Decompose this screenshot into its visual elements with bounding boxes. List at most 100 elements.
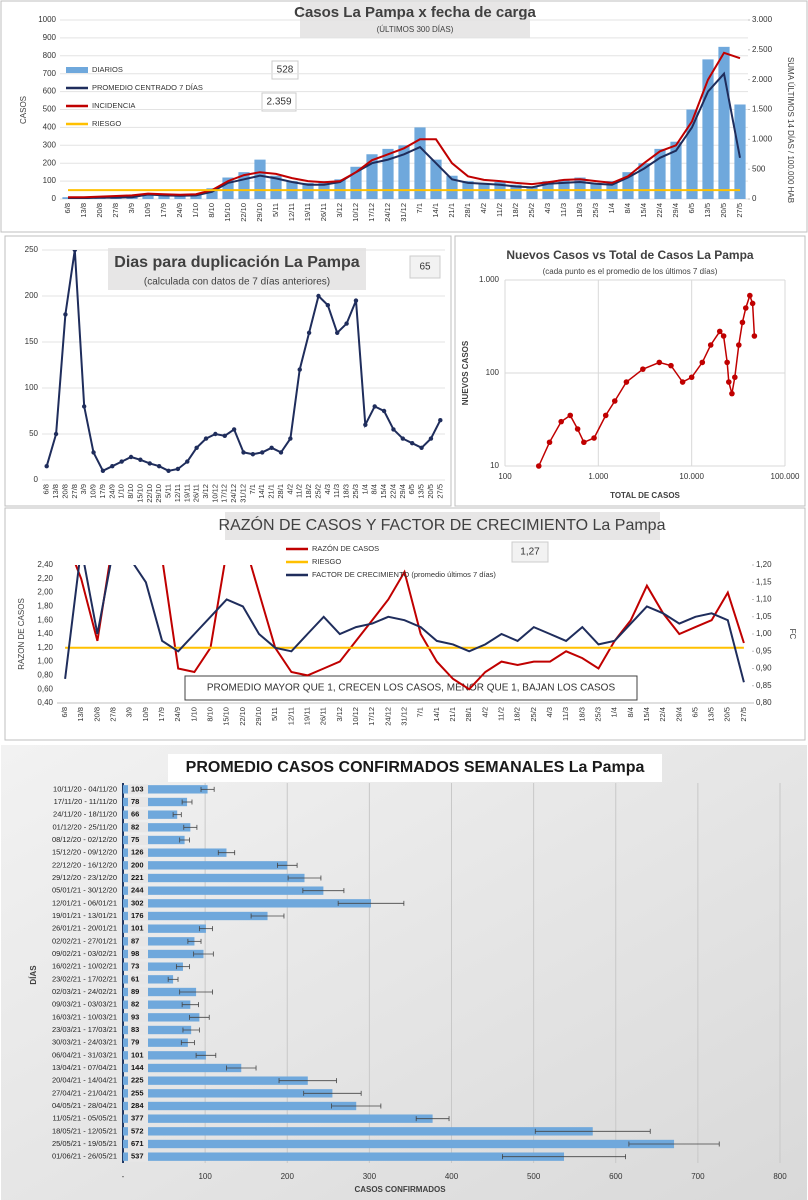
marker <box>428 436 434 441</box>
point <box>581 439 587 446</box>
y-tick-label: 300 <box>43 140 57 149</box>
title-box <box>168 754 662 782</box>
x-tick-label: 14/1 <box>432 707 441 722</box>
chart-subtitle: (ÚLTIMOS 300 DÍAS) <box>377 25 454 34</box>
x-tick-label: 17/9 <box>159 203 168 218</box>
y2-tick-label: 1.000 <box>752 134 773 143</box>
annotation: 528 <box>277 65 294 76</box>
x-tick-label: 10/9 <box>89 484 98 499</box>
value-label: 377 <box>131 1114 144 1123</box>
bar <box>123 810 178 819</box>
x-tick-label: 21/1 <box>267 484 276 499</box>
x-tick-label: 10/9 <box>143 203 152 218</box>
x-tick-label: 8/4 <box>623 203 632 213</box>
x-tick-label: 25/2 <box>529 707 538 722</box>
x-tick-label: 25/2 <box>313 484 322 499</box>
x-tick-label: 5/11 <box>271 203 280 217</box>
x-tick-label: 11/2 <box>496 707 505 721</box>
x-tick-label: 29/4 <box>674 707 683 722</box>
marker <box>241 450 246 455</box>
bar <box>686 109 698 199</box>
x-tick-label: 18/2 <box>304 484 313 499</box>
marker <box>128 454 134 460</box>
x-tick-label: 20/8 <box>95 203 104 218</box>
value-label-box <box>128 797 148 807</box>
bar <box>123 1114 433 1123</box>
y2-tick-label: 2.000 <box>752 75 773 84</box>
value-label-box <box>128 835 148 845</box>
y-tick-label: 250 <box>25 245 39 254</box>
panel <box>4 507 806 741</box>
bar <box>123 911 268 921</box>
x-tick-label: 18/2 <box>511 203 520 218</box>
point <box>739 319 746 326</box>
y-tick-label: 150 <box>25 337 39 346</box>
x-tick-label: 700 <box>691 1172 705 1181</box>
value-label: 101 <box>131 924 144 933</box>
legend-label: RIESGO <box>92 119 121 128</box>
point <box>623 379 630 385</box>
value-label: 93 <box>131 1012 139 1021</box>
bar <box>123 1127 593 1136</box>
x-tick-label: 18/3 <box>577 707 586 722</box>
x-tick-label: 20/8 <box>60 484 69 499</box>
x-tick-label: 11/3 <box>561 707 570 721</box>
x-tick-label: 13/8 <box>51 484 60 499</box>
bar <box>123 1038 188 1047</box>
value-label-box <box>128 1012 148 1023</box>
x-tick-label: 200 <box>281 1172 295 1181</box>
x-tick-label: 17/9 <box>98 484 107 499</box>
marker <box>72 250 78 253</box>
marker <box>213 431 218 437</box>
x-tick-label: 15/4 <box>379 484 388 499</box>
bar <box>123 975 174 984</box>
x-tick-label: 29/4 <box>398 484 407 499</box>
marker <box>391 427 396 432</box>
x-tick-label: 1/10 <box>189 707 198 722</box>
x-tick-label: 6/5 <box>407 484 416 494</box>
x-tick-label: 600 <box>609 1172 623 1181</box>
x-tick-label: 1/4 <box>607 203 616 213</box>
bar <box>622 172 634 199</box>
y-tick-label: 700 <box>43 69 57 78</box>
y-tick-label: 16/02/21 - 10/02/21 <box>52 962 117 971</box>
y2-tick-label: 1,15 <box>756 577 772 586</box>
marker <box>381 408 387 414</box>
x-axis-label: TOTAL DE CASOS <box>610 491 680 500</box>
x-tick-label: 4/3 <box>545 707 554 717</box>
line <box>74 565 745 691</box>
bar <box>123 949 204 959</box>
x-tick-label: 5/11 <box>270 707 279 721</box>
y-tick-label: 23/02/21 - 17/02/21 <box>52 974 117 983</box>
point <box>656 359 663 366</box>
y-axis-label: DÍAS <box>29 965 38 985</box>
y2-tick-label: 2.500 <box>752 45 773 54</box>
bar <box>123 1000 191 1009</box>
x-tick-label: 100 <box>198 1172 212 1181</box>
y-tick-label: 08/12/20 - 02/12/20 <box>52 835 117 844</box>
x-tick-label: 20/8 <box>92 707 101 722</box>
x-tick-label: 4/2 <box>479 203 488 213</box>
x-tick-label: 5/11 <box>164 484 173 498</box>
value-label: 83 <box>131 1025 139 1034</box>
x-tick-label: 15/4 <box>642 707 651 722</box>
y-tick-label: 0,40 <box>37 698 53 707</box>
x-tick-label: 400 <box>445 1172 459 1181</box>
x-tick-label: 1/10 <box>117 484 126 499</box>
x-tick-label: 12/11 <box>173 484 182 502</box>
y-tick-label: 100 <box>25 383 39 392</box>
y-tick-label: 23/03/21 - 17/03/21 <box>52 1025 117 1034</box>
bar <box>174 195 186 199</box>
bar <box>158 194 170 199</box>
marker <box>222 433 227 439</box>
value-label: 244 <box>131 886 144 895</box>
y2-tick-label: 500 <box>752 164 766 173</box>
marker <box>110 464 115 469</box>
y-tick-label: 2,40 <box>37 560 53 569</box>
x-tick-label: 4/3 <box>543 203 552 213</box>
x-tick-label: 15/4 <box>639 203 648 218</box>
bar <box>638 163 650 199</box>
plot-area <box>62 46 746 199</box>
value-label-box <box>128 1088 148 1099</box>
value-label: 537 <box>131 1152 144 1161</box>
